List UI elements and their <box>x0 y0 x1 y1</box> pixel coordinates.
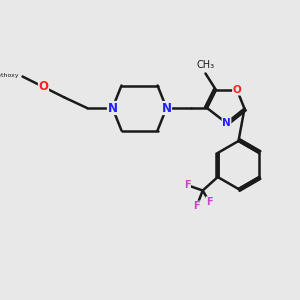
Text: N: N <box>107 101 118 115</box>
Text: O: O <box>232 85 242 95</box>
Text: F: F <box>194 201 200 211</box>
Text: O: O <box>38 80 49 94</box>
Text: F: F <box>184 180 190 190</box>
Text: methoxy: methoxy <box>0 73 20 77</box>
Text: F: F <box>206 197 213 207</box>
Text: N: N <box>161 101 172 115</box>
Text: CH₃: CH₃ <box>196 60 214 70</box>
Text: N: N <box>222 118 231 128</box>
